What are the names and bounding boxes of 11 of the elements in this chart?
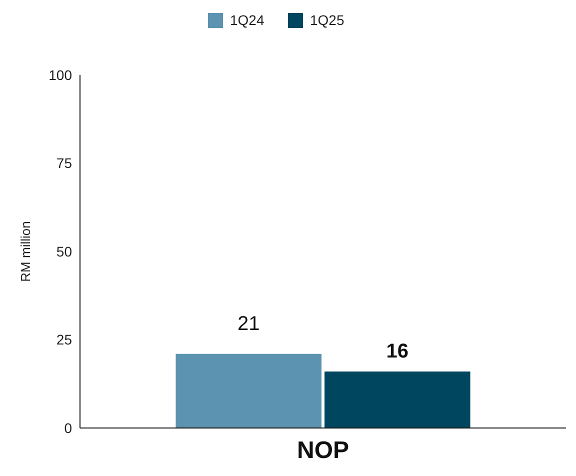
legend-label: 1Q25 <box>310 12 344 28</box>
y-tick-label: 50 <box>56 243 72 260</box>
y-tick-label: 100 <box>48 66 72 83</box>
data-label: 16 <box>386 340 409 363</box>
y-tick-label: 0 <box>64 420 72 436</box>
x-tick-label: NOP <box>296 437 350 464</box>
y-tick-label: 75 <box>56 155 72 172</box>
y-tick-label: 25 <box>56 332 72 348</box>
data-label: 21 <box>237 312 260 335</box>
legend-label: 1Q24 <box>230 12 264 28</box>
y-axis-title: RM million <box>18 221 33 282</box>
